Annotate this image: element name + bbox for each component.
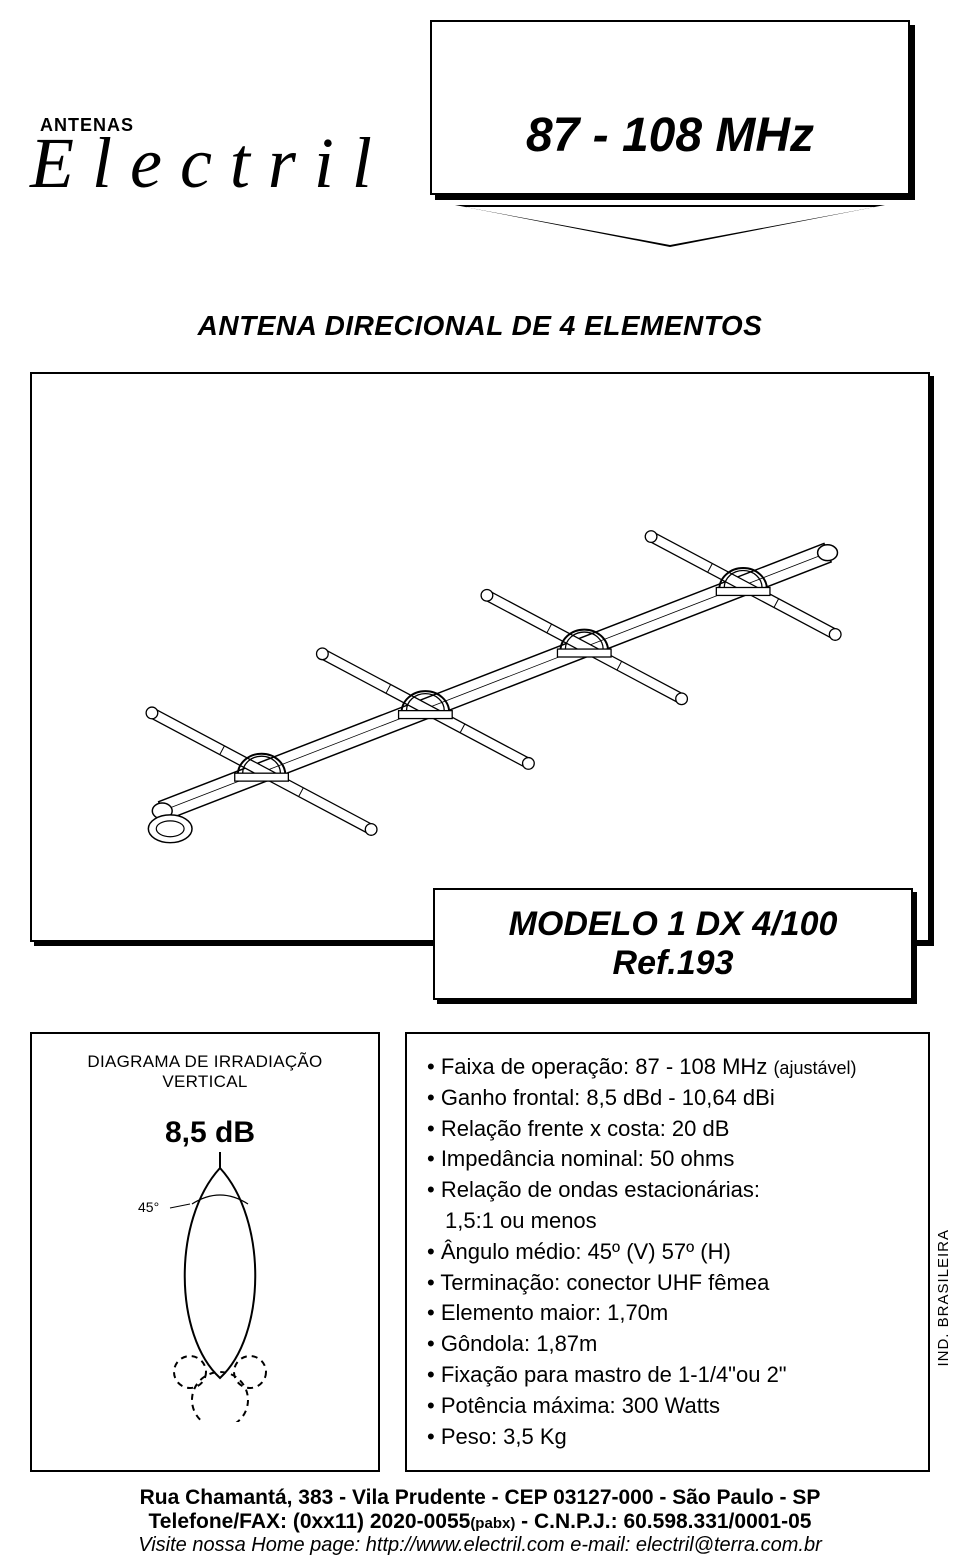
specs-box: • Faixa de operação: 87 - 108 MHz (ajust… [405,1032,930,1472]
footer-address: Rua Chamantá, 383 - Vila Prudente - CEP … [30,1486,930,1510]
footer: Rua Chamantá, 383 - Vila Prudente - CEP … [30,1486,930,1557]
spec-line: • Ganho frontal: 8,5 dBd - 10,64 dBi [427,1083,908,1114]
frequency-box: 87 - 108 MHz [430,20,910,195]
spec-line: 1,5:1 ou menos [427,1206,908,1237]
spec-line: • Peso: 3,5 Kg [427,1422,908,1453]
spec-line: • Potência máxima: 300 Watts [427,1391,908,1422]
spec-line: • Impedância nominal: 50 ohms [427,1144,908,1175]
header: ANTENAS Electril 87 - 108 MHz [30,20,930,250]
spec-line: • Fixação para mastro de 1-1/4"ou 2" [427,1360,908,1391]
spec-line: • Terminação: conector UHF fêmea [427,1268,908,1299]
chevron-down-icon [455,205,885,247]
model-box: MODELO 1 DX 4/100 Ref.193 [433,888,913,1000]
spec-line: • Faixa de operação: 87 - 108 MHz (ajust… [427,1052,908,1083]
brand-logo: ANTENAS Electril [30,115,440,196]
logo-script: Electril [30,131,440,196]
footer-phone-prefix: Telefone/FAX: (0xx11) 2020-0055 [149,1510,471,1533]
svg-text:45°: 45° [138,1199,159,1215]
footer-phone: Telefone/FAX: (0xx11) 2020-0055(pabx) - … [30,1510,930,1534]
radiation-diagram-box: DIAGRAMA DE IRRADIAÇÃO VERTICAL 8,5 dB 45… [30,1032,380,1472]
radiation-title: DIAGRAMA DE IRRADIAÇÃO VERTICAL [47,1052,363,1092]
footer-phone-suffix: - C.N.P.J.: 60.598.331/0001-05 [515,1510,811,1533]
spec-line: • Elemento maior: 1,70m [427,1298,908,1329]
frequency-range: 87 - 108 MHz [526,108,814,163]
svg-text:8,5 dB: 8,5 dB [165,1116,255,1149]
footer-web: Visite nossa Home page: http://www.elect… [30,1534,930,1557]
model-name: MODELO 1 DX 4/100 [445,905,901,944]
antenna-illustration [32,374,928,940]
page-title: ANTENA DIRECIONAL DE 4 ELEMENTOS [30,310,930,342]
model-ref: Ref.193 [445,944,901,983]
antenna-drawing-box: MODELO 1 DX 4/100 Ref.193 [30,372,930,942]
industry-label: IND. BRASILEIRA [935,1229,952,1367]
radiation-pattern-icon: 8,5 dB 45° [70,1102,340,1422]
footer-pabx: (pabx) [470,1515,515,1532]
lower-row: DIAGRAMA DE IRRADIAÇÃO VERTICAL 8,5 dB 45… [30,1032,930,1472]
spec-line: • Relação frente x costa: 20 dB [427,1114,908,1145]
spec-line: • Gôndola: 1,87m [427,1329,908,1360]
spec-line: • Ângulo médio: 45º (V) 57º (H) [427,1237,908,1268]
spec-line: • Relação de ondas estacionárias: [427,1175,908,1206]
